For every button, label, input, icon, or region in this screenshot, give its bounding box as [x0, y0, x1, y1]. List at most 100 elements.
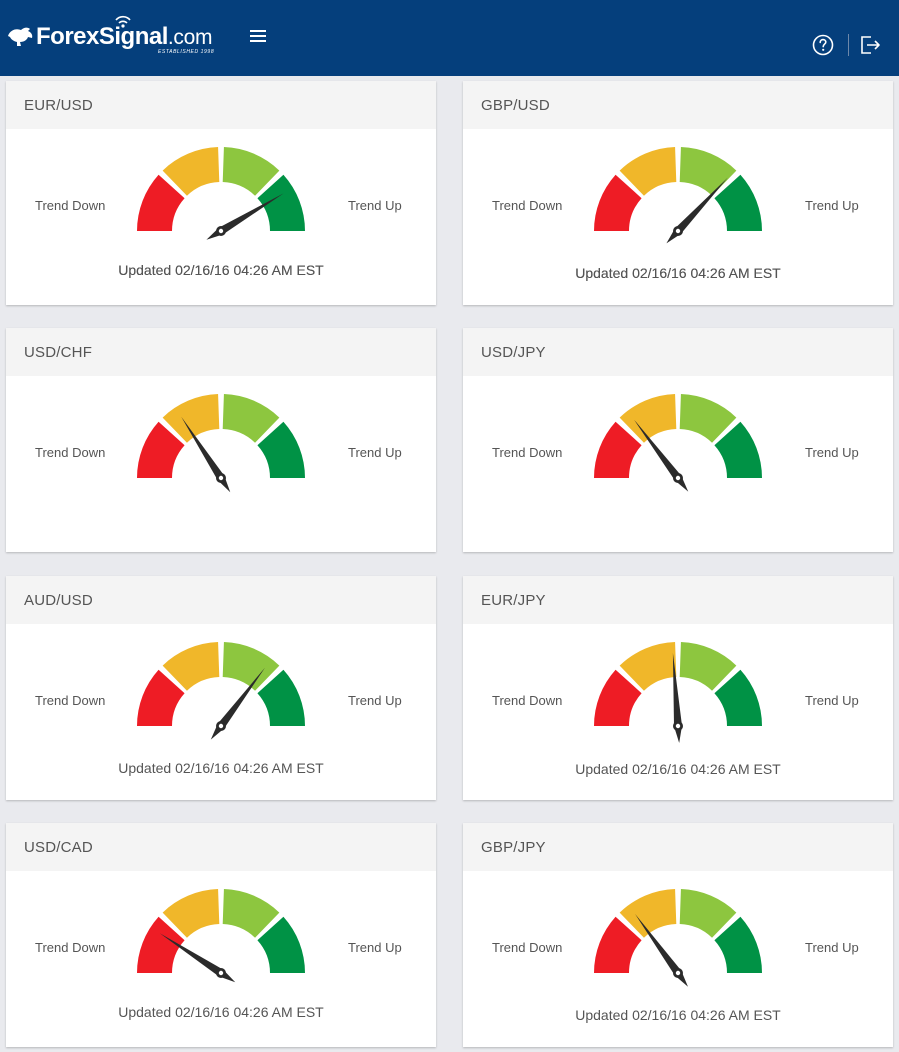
gauge-segment-down	[619, 394, 677, 443]
currency-pair-title: AUD/USD	[24, 592, 93, 609]
gauge-hub-center	[675, 475, 681, 481]
signal-card[interactable]: USD/CHF Trend Down Trend Up Updated 02/16/1…	[6, 262, 436, 552]
gauge-segment-down	[162, 642, 220, 691]
updated-timestamp: Updated 02/16/16 04:26 AM EST	[575, 265, 781, 281]
gauge-segment-strong-up	[714, 174, 762, 231]
gauge-segment-strong-down	[594, 421, 642, 478]
currency-pair-title: EUR/USD	[24, 97, 93, 114]
signal-card[interactable]: USD/JPY Trend Down Trend Up Updated 02/16/1…	[463, 265, 893, 552]
signal-waves-icon	[115, 15, 131, 28]
menu-button[interactable]	[248, 28, 268, 44]
card-header: EUR/USD	[6, 81, 436, 129]
signal-card[interactable]: USD/CAD Trend Down Trend Up Updated 02/16/1…	[6, 823, 436, 1047]
gauge-segment-up	[679, 394, 737, 443]
trend-gauge	[137, 642, 305, 740]
gauge-segment-strong-down	[594, 174, 642, 231]
gauge-needle	[210, 667, 265, 740]
gauge-segment-up	[679, 642, 737, 691]
trend-down-label: Trend Down	[492, 445, 563, 460]
signal-card[interactable]: AUD/USD Trend Down Trend Up Updated 02/16/1…	[6, 576, 436, 800]
updated-timestamp: Updated 02/16/16 04:26 AM EST	[118, 262, 324, 278]
trend-up-label: Trend Up	[348, 693, 402, 708]
gauge-segment-strong-up	[714, 421, 762, 478]
gauge-hub-center	[218, 970, 224, 976]
card-header: USD/JPY	[463, 328, 893, 376]
gauge-needle	[206, 193, 284, 240]
trend-down-label: Trend Down	[35, 445, 106, 460]
card-header: EUR/JPY	[463, 576, 893, 624]
logo-tagline: ESTABLISHED 1998	[158, 49, 215, 55]
card-header: USD/CAD	[6, 823, 436, 871]
trend-gauge	[137, 147, 305, 240]
trend-up-label: Trend Up	[348, 940, 402, 955]
trend-down-label: Trend Down	[492, 940, 563, 955]
gauge-hub-center	[675, 970, 681, 976]
gauge-segment-strong-down	[594, 916, 642, 973]
forexsignal-logo[interactable]: ForexSignal.com ESTABLISHED 1998	[6, 14, 228, 58]
gauge-needle	[181, 416, 231, 493]
currency-pair-title: USD/JPY	[481, 344, 546, 361]
gauge-segment-strong-up	[257, 916, 305, 973]
trend-up-label: Trend Up	[348, 198, 402, 213]
gauge-hub-center	[675, 228, 681, 234]
updated-timestamp: Updated 02/16/16 04:26 AM EST	[118, 760, 324, 776]
updated-timestamp: Updated 02/16/16 04:26 AM EST	[575, 265, 781, 281]
trend-gauge	[594, 147, 762, 244]
gauge-needle	[672, 653, 682, 743]
gauge-segment-up	[222, 147, 280, 196]
gauge-segment-down	[619, 889, 677, 938]
gauge-needle	[635, 913, 688, 987]
help-button[interactable]	[811, 33, 835, 57]
gauge-segment-strong-down	[137, 916, 185, 973]
gauge-segment-up	[222, 394, 280, 443]
currency-pair-title: GBP/JPY	[481, 839, 546, 856]
trend-gauge	[137, 889, 305, 983]
card-header: USD/CHF	[6, 328, 436, 376]
card-header: GBP/JPY	[463, 823, 893, 871]
gauge-segment-strong-down	[137, 174, 185, 231]
header-divider	[848, 34, 849, 56]
trend-gauge	[594, 642, 762, 743]
gauge-needle	[666, 177, 728, 244]
trend-up-label: Trend Up	[805, 693, 859, 708]
gauge-segment-strong-up	[257, 669, 305, 726]
currency-pair-title: USD/CAD	[24, 839, 93, 856]
trend-up-label: Trend Up	[805, 940, 859, 955]
updated-timestamp: Updated 02/16/16 04:26 AM EST	[575, 761, 781, 777]
gauge-segment-strong-up	[257, 174, 305, 231]
gauge-hub-center	[675, 723, 681, 729]
gauge-segment-up	[679, 889, 737, 938]
signal-card[interactable]: GBP/JPY Trend Down Trend Up Updated 02/16/1…	[463, 823, 893, 1047]
logo-domain-suffix: .com	[167, 26, 213, 49]
gauge-needle	[159, 933, 236, 983]
trend-down-label: Trend Down	[35, 198, 106, 213]
trend-up-label: Trend Up	[805, 198, 859, 213]
gauge-needle	[634, 419, 689, 492]
updated-timestamp: Updated 02/16/16 04:26 AM EST	[118, 262, 324, 278]
gauge-segment-strong-down	[137, 669, 185, 726]
gauge-segment-strong-down	[594, 669, 642, 726]
trend-down-label: Trend Down	[492, 198, 563, 213]
signal-card[interactable]: EUR/USD Trend Down Trend Up Updated 02/16/1…	[6, 81, 436, 305]
trend-down-label: Trend Down	[35, 693, 106, 708]
gauge-segment-up	[222, 889, 280, 938]
signal-card[interactable]: GBP/USD Trend Down Trend Up Updated 02/16/1…	[463, 81, 893, 305]
currency-pair-title: EUR/JPY	[481, 592, 546, 609]
logout-button[interactable]	[858, 33, 882, 57]
currency-pair-title: USD/CHF	[24, 344, 93, 361]
gauge-segment-down	[619, 642, 677, 691]
trend-gauge	[594, 394, 762, 492]
gauge-hub-center	[218, 723, 224, 729]
gauge-segment-down	[619, 147, 677, 196]
updated-timestamp: Updated 02/16/16 04:26 AM EST	[575, 1007, 781, 1023]
gauge-segment-strong-down	[137, 421, 185, 478]
gauge-segment-down	[162, 147, 220, 196]
trend-up-label: Trend Up	[348, 445, 402, 460]
gauge-hub-center	[218, 475, 224, 481]
gauge-segment-down	[162, 889, 220, 938]
signal-card[interactable]: EUR/JPY Trend Down Trend Up Updated 02/16/1…	[463, 576, 893, 800]
updated-timestamp: Updated 02/16/16 04:26 AM EST	[118, 1004, 324, 1020]
gauge-segment-up	[222, 642, 280, 691]
trend-up-label: Trend Up	[805, 445, 859, 460]
logo-text: ForexSignal.com	[36, 23, 213, 50]
